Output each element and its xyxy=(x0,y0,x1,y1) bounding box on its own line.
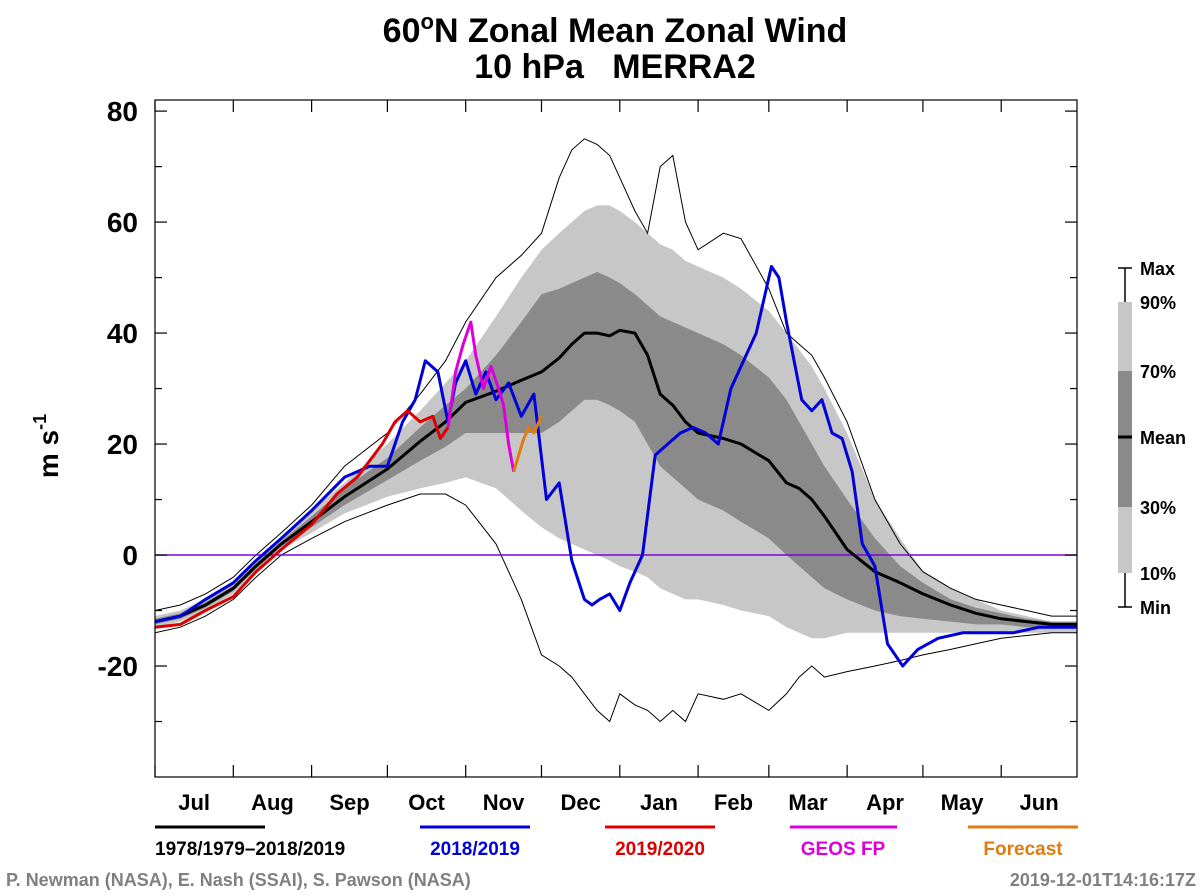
y-tick-label: 20 xyxy=(107,429,138,460)
legend-label-series-1: 2018/2019 xyxy=(430,839,520,860)
series-line-2 xyxy=(446,320,516,473)
y-tick-label: 80 xyxy=(107,96,138,127)
legend-swatch-10-30 xyxy=(1118,507,1132,573)
chart-title: 60oN Zonal Mean Zonal Wind xyxy=(383,9,848,50)
legend-label-series-3: GEOS FP xyxy=(801,839,886,860)
legend-label-series-2: 2019/2020 xyxy=(615,839,705,860)
month-label: Mar xyxy=(788,790,828,815)
data-series xyxy=(155,265,1077,668)
timestamp-text: 2019-12-01T14:16:17Z xyxy=(1010,870,1196,890)
month-label: Jun xyxy=(1020,790,1059,815)
y-tick-label: -20 xyxy=(98,651,138,682)
x-axis: Jul Aug Sep Oct Nov Dec Jan Feb Mar Apr May Jun xyxy=(154,100,1059,815)
legend-label-series-4: Forecast xyxy=(983,839,1063,860)
legend-label-p90: 90% xyxy=(1140,293,1176,313)
legend-swatch-30-70 xyxy=(1118,371,1132,507)
plot-frame xyxy=(154,99,1078,778)
month-label: Oct xyxy=(408,790,445,815)
month-label: Sep xyxy=(329,790,369,815)
month-label: May xyxy=(941,790,985,815)
legend-label-p30: 30% xyxy=(1140,498,1176,518)
climatology-bands xyxy=(155,205,1077,639)
legend-swatch-70-90 xyxy=(1118,302,1132,371)
max-line xyxy=(155,138,1077,617)
line-legend: 1978/1979–2018/2019 2018/2019 2019/2020 GEO… xyxy=(155,825,1078,860)
credit-text: P. Newman (NASA), E. Nash (SSAI), S. Paw… xyxy=(6,870,471,890)
shading-legend: Max 90% 70% Mean 30% 10% Min xyxy=(1118,259,1186,618)
month-label: Aug xyxy=(251,790,294,815)
y-tick-label: 0 xyxy=(122,540,138,571)
series-line-1 xyxy=(155,409,450,629)
y-tick-label: 40 xyxy=(107,318,138,349)
legend-label-p70: 70% xyxy=(1140,362,1176,382)
chart-subtitle: 10 hPa MERRA2 xyxy=(474,48,756,86)
month-label: Apr xyxy=(866,790,904,815)
min-line xyxy=(155,493,1077,723)
month-label: Jan xyxy=(640,790,678,815)
y-axis: 80 60 40 20 0 -20 xyxy=(98,96,1077,723)
y-axis-label: m s-1 xyxy=(30,414,64,478)
month-label: Jul xyxy=(178,790,210,815)
legend-label-min: Min xyxy=(1140,598,1171,618)
band-30-70 xyxy=(155,272,1077,628)
legend-label-max: Max xyxy=(1140,259,1175,279)
month-label: Feb xyxy=(714,790,753,815)
legend-label-series-0: 1978/1979–2018/2019 xyxy=(155,839,345,860)
legend-label-mean: Mean xyxy=(1140,428,1186,448)
month-label: Dec xyxy=(560,790,600,815)
mean-line xyxy=(155,328,1077,626)
series-line-3 xyxy=(512,415,543,473)
band-10-90 xyxy=(155,205,1077,639)
climatology-envelope xyxy=(155,138,1077,723)
series-line-0 xyxy=(155,265,1077,668)
y-tick-label: 60 xyxy=(107,207,138,238)
legend-label-p10: 10% xyxy=(1140,564,1176,584)
month-label: Nov xyxy=(483,790,525,815)
